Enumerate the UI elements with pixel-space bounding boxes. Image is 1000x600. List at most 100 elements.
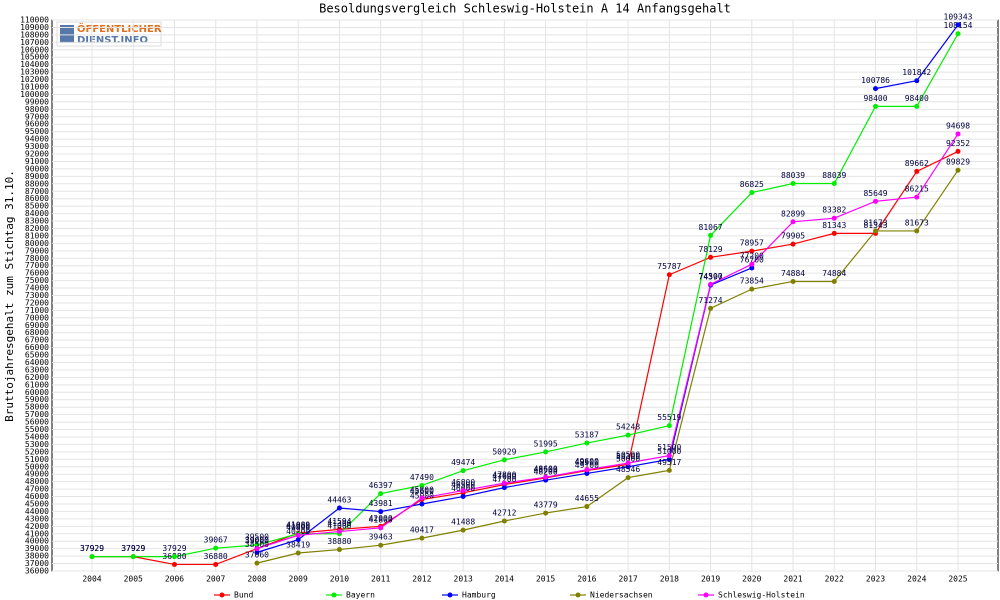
data-point <box>914 103 920 109</box>
data-label: 51500 <box>657 443 681 452</box>
y-tick-label: 88000 <box>25 179 49 188</box>
data-label: 73854 <box>740 277 764 286</box>
data-label: 81067 <box>699 223 723 232</box>
y-tick-label: 94000 <box>25 135 49 144</box>
data-label: 43779 <box>534 501 558 510</box>
data-label: 46397 <box>369 481 393 490</box>
y-tick-label: 77000 <box>25 261 49 270</box>
y-tick-label: 60000 <box>25 388 49 397</box>
y-tick-label: 90000 <box>25 164 49 173</box>
legend-marker <box>447 592 453 598</box>
data-point <box>955 167 961 173</box>
data-point <box>584 470 590 476</box>
y-tick-label: 93000 <box>25 142 49 151</box>
data-point <box>419 535 425 541</box>
data-point <box>543 474 549 480</box>
data-point <box>625 464 631 470</box>
data-label: 41000 <box>327 521 351 530</box>
y-tick-label: 53000 <box>25 440 49 449</box>
x-tick-label: 2021 <box>783 575 802 584</box>
data-point <box>625 475 631 481</box>
y-tick-label: 70000 <box>25 313 49 322</box>
data-label: 86825 <box>740 180 764 189</box>
data-label: 38419 <box>286 540 310 549</box>
y-tick-label: 108000 <box>20 30 49 39</box>
y-tick-label: 97000 <box>25 112 49 121</box>
data-label: 38500 <box>245 540 269 549</box>
x-tick-label: 2014 <box>495 575 514 584</box>
data-label: 37060 <box>245 551 269 560</box>
series-line <box>256 24 959 553</box>
data-point <box>831 230 837 236</box>
data-point <box>584 440 590 446</box>
y-tick-label: 76000 <box>25 269 49 278</box>
data-label: 48500 <box>534 465 558 474</box>
y-tick-label: 109000 <box>20 23 49 32</box>
data-point <box>914 168 920 174</box>
y-tick-label: 43000 <box>25 514 49 523</box>
data-point <box>749 190 755 196</box>
data-label: 51995 <box>534 439 558 448</box>
data-label: 46500 <box>451 480 475 489</box>
data-label: 77200 <box>740 252 764 261</box>
data-label: 50929 <box>492 447 516 456</box>
data-point <box>625 460 631 466</box>
data-label: 78957 <box>740 239 764 248</box>
data-label: 92352 <box>946 139 970 148</box>
data-point <box>914 194 920 200</box>
y-tick-label: 38000 <box>25 552 49 561</box>
data-label: 41300 <box>327 519 351 528</box>
data-label: 37929 <box>80 544 104 553</box>
x-tick-label: 2017 <box>618 575 637 584</box>
y-tick-label: 105000 <box>20 53 49 62</box>
y-tick-label: 69000 <box>25 321 49 330</box>
y-tick-label: 110000 <box>20 16 49 25</box>
y-tick-label: 107000 <box>20 38 49 47</box>
data-label: 78129 <box>699 245 723 254</box>
y-tick-label: 39000 <box>25 544 49 553</box>
y-tick-label: 84000 <box>25 209 49 218</box>
data-point <box>749 261 755 267</box>
data-point <box>171 561 177 567</box>
y-tick-label: 47000 <box>25 485 49 494</box>
data-point <box>790 181 796 187</box>
y-tick-label: 42000 <box>25 522 49 531</box>
y-tick-label: 40000 <box>25 537 49 546</box>
y-tick-label: 71000 <box>25 306 49 315</box>
data-point <box>666 423 672 429</box>
x-tick-label: 2022 <box>825 575 844 584</box>
logo-text: DIENST.INFO <box>77 35 148 46</box>
y-tick-label: 57000 <box>25 410 49 419</box>
data-point <box>666 453 672 459</box>
y-tick-label: 44000 <box>25 507 49 516</box>
data-point <box>419 501 425 507</box>
data-point <box>213 561 219 567</box>
y-tick-label: 46000 <box>25 492 49 501</box>
y-tick-label: 67000 <box>25 336 49 345</box>
y-tick-label: 79000 <box>25 246 49 255</box>
data-label: 98400 <box>905 94 929 103</box>
data-label: 79905 <box>781 232 805 241</box>
data-point <box>336 505 342 511</box>
data-label: 94698 <box>946 121 970 130</box>
data-point <box>955 131 961 137</box>
data-label: 47490 <box>410 473 434 482</box>
data-point <box>254 549 260 555</box>
data-point <box>584 504 590 510</box>
x-tick-label: 2023 <box>866 575 885 584</box>
data-label: 39067 <box>204 536 228 545</box>
data-label: 37929 <box>121 544 145 553</box>
y-tick-label: 87000 <box>25 187 49 196</box>
legend-label: Hamburg <box>462 591 496 600</box>
data-label: 45800 <box>410 486 434 495</box>
legend-marker <box>219 592 225 598</box>
y-tick-label: 63000 <box>25 365 49 374</box>
chart-title: Besoldungsvergleich Schleswig-Holstein A… <box>319 2 731 16</box>
data-label: 49517 <box>657 458 681 467</box>
data-label: 36880 <box>204 552 228 561</box>
y-tick-label: 81000 <box>25 231 49 240</box>
data-label: 74884 <box>781 269 805 278</box>
data-label: 37929 <box>80 544 104 553</box>
y-tick-label: 66000 <box>25 343 49 352</box>
y-tick-label: 85000 <box>25 202 49 211</box>
